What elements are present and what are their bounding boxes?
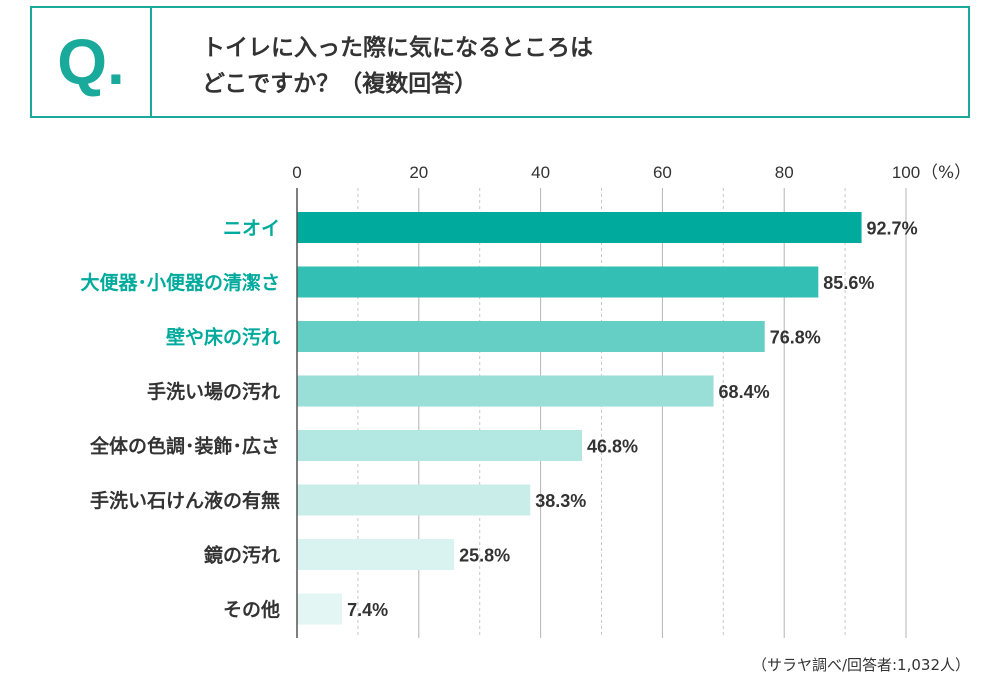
category-label: 鏡の汚れ	[204, 544, 280, 567]
category-label: 大便器･小便器の清潔さ	[80, 271, 280, 294]
question-line-2: どこですか？（複数回答）	[202, 71, 478, 97]
question-text: トイレに入った際に気になるところは どこですか？（複数回答）	[202, 30, 593, 102]
value-label: 25.8%	[459, 546, 510, 566]
value-label: 92.7%	[867, 219, 918, 239]
value-label: 85.6%	[823, 273, 874, 293]
value-label: 68.4%	[719, 382, 770, 402]
x-tick-label: 80	[775, 163, 794, 182]
x-tick-label: 40	[531, 163, 550, 182]
value-label: 76.8%	[770, 328, 821, 348]
category-label: 手洗い場の汚れ	[147, 380, 280, 403]
question-box: Q. トイレに入った際に気になるところは どこですか？（複数回答）	[30, 6, 970, 118]
category-label: その他	[223, 598, 280, 621]
x-tick-label: 100	[892, 163, 920, 182]
bar	[297, 266, 819, 298]
x-unit-label: （%）	[921, 163, 971, 183]
category-label: ニオイ	[223, 218, 280, 240]
value-label: 38.3%	[535, 491, 586, 511]
bar	[297, 484, 531, 516]
footnote: （サラヤ調べ/回答者:1,032人）	[751, 656, 970, 674]
question-mark: Q.	[32, 8, 152, 116]
question-line-1: トイレに入った際に気になるところは	[202, 35, 593, 61]
bar	[297, 375, 714, 407]
bar	[297, 430, 583, 461]
bar	[297, 212, 862, 243]
category-label: 全体の色調･装飾･広さ	[89, 435, 280, 458]
bar	[297, 321, 765, 352]
category-label: 壁や床の汚れ	[166, 326, 280, 349]
value-label: 7.4%	[347, 600, 388, 620]
bar	[297, 539, 455, 570]
bar	[297, 593, 343, 625]
x-tick-label: 0	[292, 163, 301, 182]
question-mark-text: Q.	[57, 26, 125, 98]
x-tick-label: 60	[653, 163, 672, 182]
x-tick-label: 20	[409, 163, 428, 182]
value-label: 46.8%	[587, 437, 638, 457]
category-label: 手洗い石けん液の有無	[90, 489, 280, 512]
